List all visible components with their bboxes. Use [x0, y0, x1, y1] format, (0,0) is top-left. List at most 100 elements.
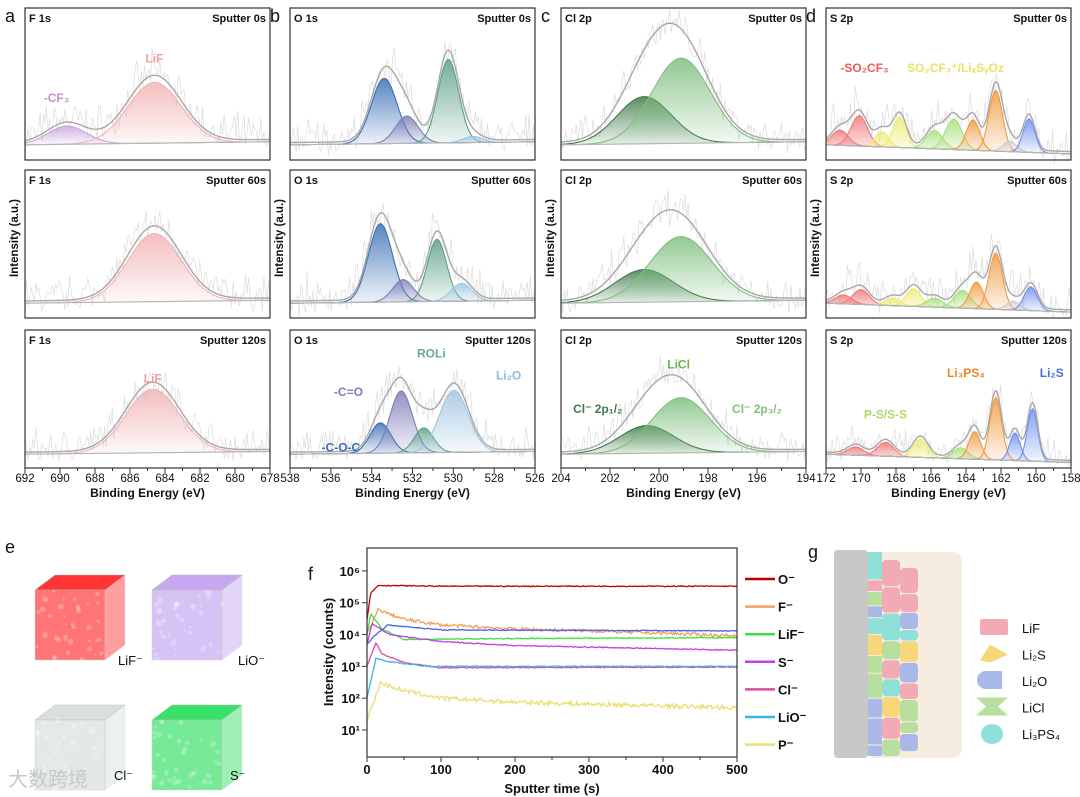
sputter-time-label: Sputter 120s	[736, 335, 802, 347]
cube-texture-dot	[191, 770, 197, 776]
cube-texture-dot	[76, 608, 82, 614]
cube-texture-dot	[170, 639, 177, 646]
cube-texture-dot	[197, 593, 201, 597]
li2o-legend-icon	[977, 671, 1002, 689]
x-tick-label: 164	[956, 473, 976, 485]
x-tick-label: 536	[321, 473, 340, 485]
peak-label: LiCl	[667, 358, 690, 372]
peak-label: Cl⁻ 2p₁/₂	[573, 402, 622, 416]
x-tick-label: 300	[578, 762, 600, 777]
background-line	[560, 450, 807, 455]
sei-particle	[900, 722, 918, 733]
cube-texture-dot	[190, 603, 196, 610]
cube-texture-dot	[215, 750, 219, 754]
y-axis-label: Intensity (a.u.)	[545, 199, 557, 277]
cube-texture-dot	[88, 639, 92, 643]
cube-0	[34, 574, 126, 663]
cube-texture-dot	[163, 618, 167, 622]
sputter-time-label: Sputter 120s	[1001, 335, 1067, 347]
sei-particle	[900, 662, 918, 683]
cube-texture-dot	[199, 610, 204, 616]
y-tick-label: 10³	[341, 659, 360, 674]
plot-frame	[24, 169, 271, 319]
peak-fill	[826, 141, 1071, 154]
cube-texture-dot	[207, 590, 212, 595]
spectrum-a-1	[24, 211, 271, 312]
cube-texture-dot	[210, 740, 217, 747]
y-tick-label: 10¹	[341, 723, 360, 738]
envelope-line	[25, 381, 270, 453]
cube-texture-dot	[52, 654, 57, 659]
legend-label: F⁻	[778, 600, 793, 615]
cube-texture-dot	[93, 753, 99, 759]
cube-texture-dot	[205, 592, 212, 599]
cube-texture-dot	[62, 736, 66, 740]
sputter-time-label: Sputter 60s	[471, 175, 531, 187]
cube-side-face	[104, 704, 126, 791]
peak-label: LiF	[144, 371, 162, 385]
spectrum-a-0	[24, 47, 271, 157]
cube-label: S⁻	[230, 768, 246, 783]
sei-particle	[882, 717, 900, 739]
cube-texture-dot	[172, 606, 177, 611]
cube-texture-dot	[208, 780, 213, 785]
x-tick-label: 688	[85, 473, 104, 485]
x-tick-label: 692	[15, 473, 34, 485]
peak-fill	[290, 283, 535, 304]
x-tick-label: 168	[886, 473, 905, 485]
envelope-line	[560, 22, 806, 143]
peak-label: Li₂O	[496, 369, 521, 383]
peak-fill	[25, 126, 270, 145]
cube-texture-dot	[79, 656, 85, 663]
spectrum-b-2	[289, 365, 536, 461]
cube-texture-dot	[73, 597, 77, 601]
x-tick-label: 684	[155, 473, 175, 485]
background-line	[825, 302, 1072, 313]
cube-texture-dot	[181, 750, 186, 755]
cube-texture-dot	[159, 719, 164, 724]
cube-texture-dot	[176, 738, 182, 744]
cube-texture-dot	[155, 753, 160, 757]
panel-letter: b	[270, 6, 280, 26]
cube-texture-dot	[217, 651, 220, 654]
plot-frame	[289, 169, 536, 319]
cube-front-face	[151, 719, 223, 791]
spectrum-a-2	[24, 371, 271, 462]
cube-texture-dot	[80, 721, 85, 727]
cube-texture-dot	[47, 733, 50, 736]
sei-particle	[900, 683, 918, 700]
cube-texture-dot	[64, 623, 67, 626]
x-tick-label: 172	[816, 473, 835, 485]
core-level-label: F 1s	[29, 175, 51, 187]
cube-texture-dot	[181, 749, 185, 754]
cube-texture-dot	[156, 607, 163, 614]
cube-texture-dot	[204, 589, 209, 594]
legend-label: Li₃PS₄	[1022, 727, 1060, 742]
raw-data-line	[825, 233, 1072, 318]
cube-texture-dot	[155, 619, 160, 625]
cube-texture-dot	[65, 650, 71, 655]
cube-texture-dot	[86, 603, 89, 606]
sei-particle	[882, 660, 900, 679]
cube-texture-dot	[182, 746, 188, 752]
x-tick-label: 682	[190, 473, 209, 485]
x-tick-label: 196	[747, 473, 766, 485]
spectrum-d-0	[825, 73, 1072, 164]
y-tick-label: 10⁵	[339, 596, 360, 611]
y-axis-label: Intensity (a.u.)	[810, 199, 822, 277]
cube-texture-dot	[95, 639, 98, 643]
cube-texture-dot	[73, 782, 76, 785]
cube-texture-dot	[71, 723, 77, 730]
legend-label: Li₂O	[1022, 674, 1047, 689]
cube-texture-dot	[167, 734, 173, 739]
cube-texture-dot	[52, 590, 55, 593]
cube-texture-dot	[157, 609, 162, 614]
x-tick-label: 0	[363, 762, 370, 777]
cube-texture-dot	[200, 738, 203, 741]
cube-texture-dot	[54, 635, 60, 641]
envelope-line	[25, 225, 270, 302]
x-tick-label: 204	[551, 473, 571, 485]
core-level-label: S 2p	[830, 175, 854, 187]
sei-particle	[900, 641, 918, 662]
cube-texture-dot	[89, 726, 96, 733]
